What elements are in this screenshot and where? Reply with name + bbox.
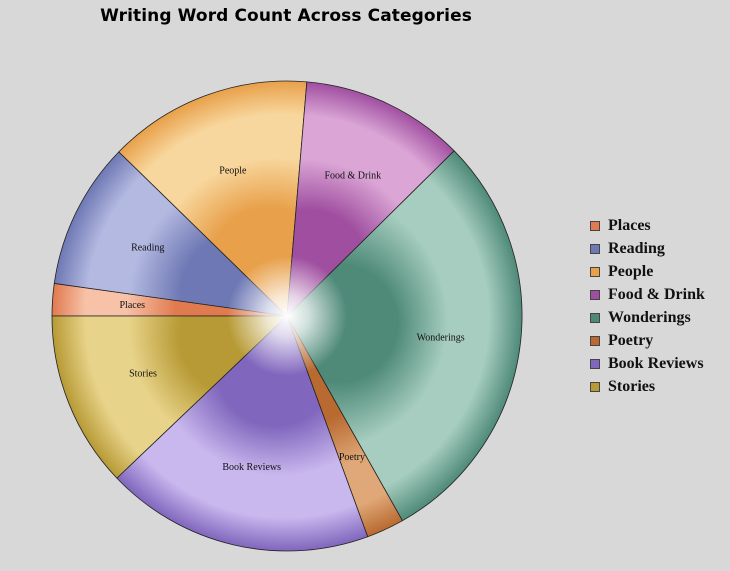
legend-label-stories: Stories (608, 377, 656, 395)
legend-label-food-and-drink: Food & Drink (608, 285, 705, 303)
legend-swatch-people (590, 266, 600, 277)
legend-swatch-food-and-drink (590, 289, 600, 300)
chart-legend: Places Reading People Food & Drink Wondering… (590, 214, 705, 398)
pie-slice-book-reviews (116, 315, 369, 552)
slice-label-book-reviews: Book Reviews (222, 462, 281, 473)
slice-label-stories: Stories (129, 369, 157, 380)
legend-item-wonderings: Wonderings (590, 306, 705, 329)
slice-label-food-and-drink: Food & Drink (324, 171, 381, 182)
legend-swatch-wonderings (590, 312, 600, 323)
legend-label-book-reviews: Book Reviews (608, 354, 704, 372)
legend-item-places: Places (590, 214, 705, 237)
pie-slice-reading (53, 151, 289, 317)
slice-label-poetry: Poetry (339, 452, 365, 463)
pie-slice-people (118, 80, 308, 317)
legend-item-stories: Stories (590, 375, 705, 398)
slice-label-places: Places (120, 300, 146, 311)
chart-title: Writing Word Count Across Categories (100, 6, 472, 26)
legend-item-reading: Reading (590, 237, 705, 260)
legend-item-people: People (590, 260, 705, 283)
legend-swatch-book-reviews (590, 358, 600, 369)
pie-slice-stories (51, 315, 288, 479)
legend-label-places: Places (608, 216, 651, 234)
legend-label-reading: Reading (608, 239, 665, 257)
slice-label-reading: Reading (131, 243, 164, 254)
legend-swatch-reading (590, 243, 600, 254)
pie-slice-wonderings (286, 150, 523, 522)
slice-label-people: People (219, 166, 247, 177)
legend-label-people: People (608, 262, 654, 280)
legend-swatch-stories (590, 381, 600, 392)
center-highlight (227, 256, 347, 376)
pie-labels: Places Reading People Food & Drink Wondering… (120, 166, 465, 473)
slice-label-wonderings: Wonderings (417, 332, 465, 343)
legend-swatch-places (590, 220, 600, 231)
legend-item-book-reviews: Book Reviews (590, 352, 705, 375)
legend-swatch-poetry (590, 335, 600, 346)
pie-slices (51, 80, 523, 552)
legend-label-wonderings: Wonderings (608, 308, 691, 326)
pie-slice-food-and-drink (286, 81, 455, 318)
legend-item-poetry: Poetry (590, 329, 705, 352)
legend-item-food-and-drink: Food & Drink (590, 283, 705, 306)
legend-label-poetry: Poetry (608, 331, 654, 349)
